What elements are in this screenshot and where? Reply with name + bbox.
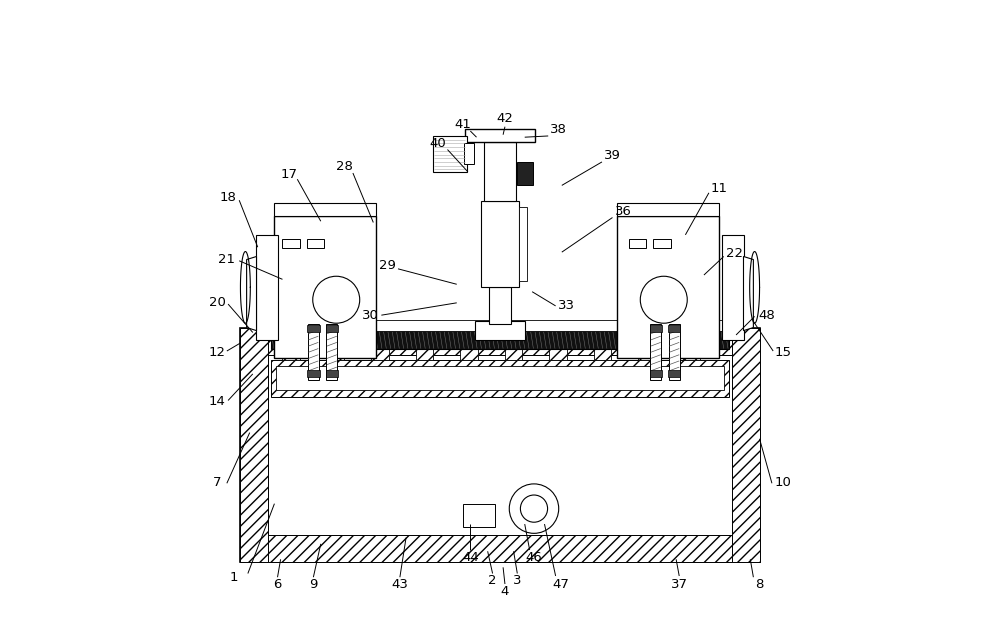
Bar [256,235,278,340]
Bar [326,325,338,332]
Bar [282,337,300,360]
Bar [481,201,519,287]
Text: 39: 39 [604,149,621,163]
Bar [650,370,662,377]
Circle shape [313,276,360,323]
Text: 9: 9 [309,577,318,591]
Text: 42: 42 [497,112,513,125]
Bar [282,239,300,248]
Bar [519,207,527,281]
Text: 7: 7 [213,475,221,489]
Text: 21: 21 [218,253,235,266]
Text: 8: 8 [755,577,764,591]
Circle shape [509,484,559,533]
Text: 14: 14 [209,395,225,408]
Text: 43: 43 [391,577,408,591]
Bar [271,320,729,331]
Text: 17: 17 [280,167,297,181]
Bar [240,535,760,562]
Text: 11: 11 [711,182,728,195]
Text: 40: 40 [430,137,447,150]
Bar [629,239,646,248]
Bar [276,366,724,390]
Text: 2: 2 [488,574,497,588]
Text: 12: 12 [208,345,225,359]
Bar [653,239,671,248]
Bar [326,370,338,377]
Text: 18: 18 [220,191,237,205]
Text: 33: 33 [558,299,575,313]
Bar [617,203,719,216]
Bar [505,337,522,360]
Bar [683,337,700,360]
Bar [371,337,389,360]
Bar [307,370,320,377]
Text: 30: 30 [362,308,379,322]
Text: 10: 10 [775,475,791,489]
Text: 22: 22 [726,247,743,260]
Bar [638,337,656,360]
Bar [240,328,760,562]
Text: 38: 38 [550,123,567,137]
Bar [307,325,320,332]
Bar [327,337,344,360]
Bar [669,324,680,380]
Text: 37: 37 [671,577,688,591]
Text: 48: 48 [759,308,775,322]
Text: 15: 15 [775,345,792,359]
Bar [308,324,319,380]
Bar [463,504,495,527]
Bar [433,136,467,172]
Text: 29: 29 [379,259,396,273]
Circle shape [520,495,548,522]
Bar [307,239,324,248]
Bar [517,162,533,185]
Bar [271,360,729,397]
Text: 44: 44 [462,551,479,564]
Text: 20: 20 [209,296,225,310]
Text: 6: 6 [273,577,282,591]
Bar [271,325,729,349]
Bar [668,325,680,332]
Bar [465,129,535,142]
Bar [722,235,744,340]
Polygon shape [743,256,753,331]
Bar [668,370,680,377]
Bar [617,216,719,358]
Bar [416,337,433,360]
Text: 28: 28 [336,160,353,174]
Bar [484,142,516,201]
Text: 1: 1 [230,571,239,585]
Bar [240,328,268,562]
Bar [732,328,760,562]
Bar [274,203,376,216]
Bar [240,328,760,355]
Bar [475,321,525,340]
Bar [326,324,337,380]
Text: 3: 3 [513,574,522,588]
Text: 47: 47 [552,577,569,591]
Bar [650,325,662,332]
Text: 46: 46 [526,551,542,564]
Bar [460,337,478,360]
Bar [489,287,511,324]
Polygon shape [247,256,257,331]
Bar [650,324,661,380]
Circle shape [640,276,687,323]
Bar [464,143,474,164]
Text: 41: 41 [454,118,471,132]
Bar [274,216,376,358]
Bar [549,337,567,360]
Bar [268,355,732,535]
Text: 36: 36 [615,205,632,218]
Text: 4: 4 [501,585,509,598]
Bar [594,337,611,360]
